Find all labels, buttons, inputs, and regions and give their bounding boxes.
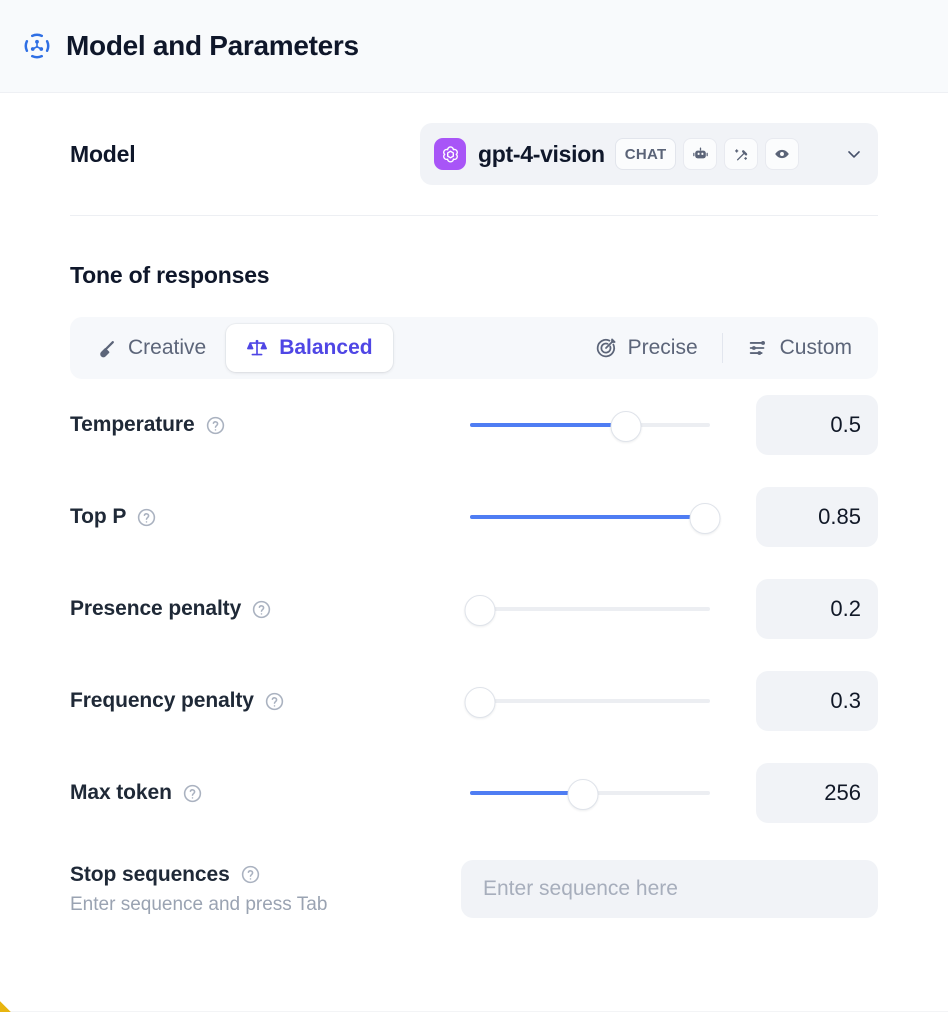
parameter-slider[interactable] — [470, 502, 721, 534]
sliders-icon — [747, 337, 769, 359]
stop-sequences-title-text: Stop sequences — [70, 862, 230, 886]
parameter-value[interactable]: 0.85 — [756, 487, 878, 547]
parameter-slider[interactable] — [470, 778, 710, 810]
help-icon[interactable] — [264, 691, 285, 712]
completion-capability-badge[interactable] — [724, 138, 759, 170]
magic-wand-icon — [735, 148, 748, 160]
slider-fill — [470, 791, 583, 795]
parameter-value[interactable]: 0.2 — [756, 579, 878, 639]
parameter-label-text: Presence penalty — [70, 597, 242, 620]
tone-option-precise[interactable]: Precise — [575, 324, 718, 372]
model-row: Model gpt-4-vision CHAT — [70, 93, 878, 215]
parameter-value[interactable]: 256 — [756, 763, 878, 823]
vision-capability-badge[interactable] — [765, 138, 800, 170]
slider-track — [470, 699, 710, 703]
slider-fill — [470, 515, 706, 519]
tone-option-balanced[interactable]: Balanced — [226, 324, 393, 372]
stop-sequences-title: Stop sequences — [70, 863, 450, 887]
tone-option-label: Precise — [627, 336, 698, 359]
parameter-row: Frequency penalty 0.3 — [70, 655, 878, 747]
bottom-left-corner-artifact — [0, 1000, 12, 1012]
tone-segmented-control: Creative Balanced — [70, 317, 878, 379]
paintbrush-icon — [96, 338, 117, 359]
scales-icon — [246, 337, 268, 359]
slider-thumb[interactable] — [610, 410, 642, 442]
slider-thumb[interactable] — [464, 686, 496, 718]
parameter-label: Frequency penalty — [70, 689, 470, 713]
parameter-label-text: Top P — [70, 505, 127, 528]
stop-sequences-label-group: Stop sequences Enter sequence and press … — [70, 863, 450, 916]
chat-badge-label: CHAT — [624, 145, 667, 163]
parameter-label-text: Max token — [70, 781, 172, 804]
panel-body: Model gpt-4-vision CHAT — [0, 93, 948, 935]
tone-option-label: Creative — [128, 336, 207, 359]
page-title: Model and Parameters — [66, 30, 359, 61]
help-icon[interactable] — [136, 507, 157, 528]
slider-thumb[interactable] — [567, 778, 599, 810]
stop-sequences-row: Stop sequences Enter sequence and press … — [70, 843, 878, 935]
model-node-icon — [24, 33, 50, 59]
parameter-label: Max token — [70, 781, 470, 805]
help-icon[interactable] — [240, 864, 261, 885]
parameter-slider[interactable] — [470, 410, 710, 442]
tone-option-custom[interactable]: Custom — [727, 324, 872, 372]
model-label: Model — [70, 140, 136, 167]
openai-logo-icon — [434, 138, 466, 170]
tone-option-creative[interactable]: Creative — [76, 324, 226, 372]
parameter-list: Temperature 0.5 Top P 0.85 Presence penalty 0… — [70, 379, 878, 839]
panel-header: Model and Parameters — [0, 0, 948, 93]
slider-fill — [470, 423, 626, 427]
parameter-row: Presence penalty 0.2 — [70, 563, 878, 655]
help-icon[interactable] — [205, 415, 226, 436]
parameter-row: Max token 256 — [70, 747, 878, 839]
help-icon[interactable] — [251, 599, 272, 620]
segment-divider — [721, 333, 723, 363]
slider-track — [470, 607, 710, 611]
tone-option-label: Custom — [779, 336, 852, 359]
tone-section-title: Tone of responses — [70, 262, 270, 288]
parameter-value[interactable]: 0.3 — [756, 671, 878, 731]
model-select[interactable]: gpt-4-vision CHAT — [420, 123, 878, 185]
chat-capability-badge[interactable]: CHAT — [614, 138, 677, 170]
slider-thumb[interactable] — [464, 594, 496, 626]
parameter-label: Top P — [70, 505, 470, 529]
slider-thumb[interactable] — [689, 502, 721, 534]
parameter-label-text: Frequency penalty — [70, 689, 254, 712]
parameter-value[interactable]: 0.5 — [756, 395, 878, 455]
parameter-label-text: Temperature — [70, 413, 195, 436]
eye-icon — [775, 149, 790, 159]
assistant-capability-badge[interactable] — [683, 138, 718, 170]
parameter-slider[interactable] — [464, 594, 710, 626]
section-divider — [70, 215, 878, 216]
parameter-label: Temperature — [70, 413, 470, 437]
tone-option-label: Balanced — [279, 336, 373, 359]
parameter-row: Top P 0.85 — [70, 471, 878, 563]
parameter-label: Presence penalty — [70, 597, 470, 621]
parameter-row: Temperature 0.5 — [70, 379, 878, 471]
stop-sequences-subtitle: Enter sequence and press Tab — [70, 893, 328, 915]
model-name: gpt-4-vision — [478, 140, 605, 167]
parameter-slider[interactable] — [464, 686, 710, 718]
target-icon — [595, 337, 617, 359]
help-icon[interactable] — [182, 783, 203, 804]
stop-sequences-input[interactable] — [461, 860, 878, 918]
chevron-down-icon[interactable] — [836, 144, 864, 164]
robot-icon — [693, 146, 708, 158]
